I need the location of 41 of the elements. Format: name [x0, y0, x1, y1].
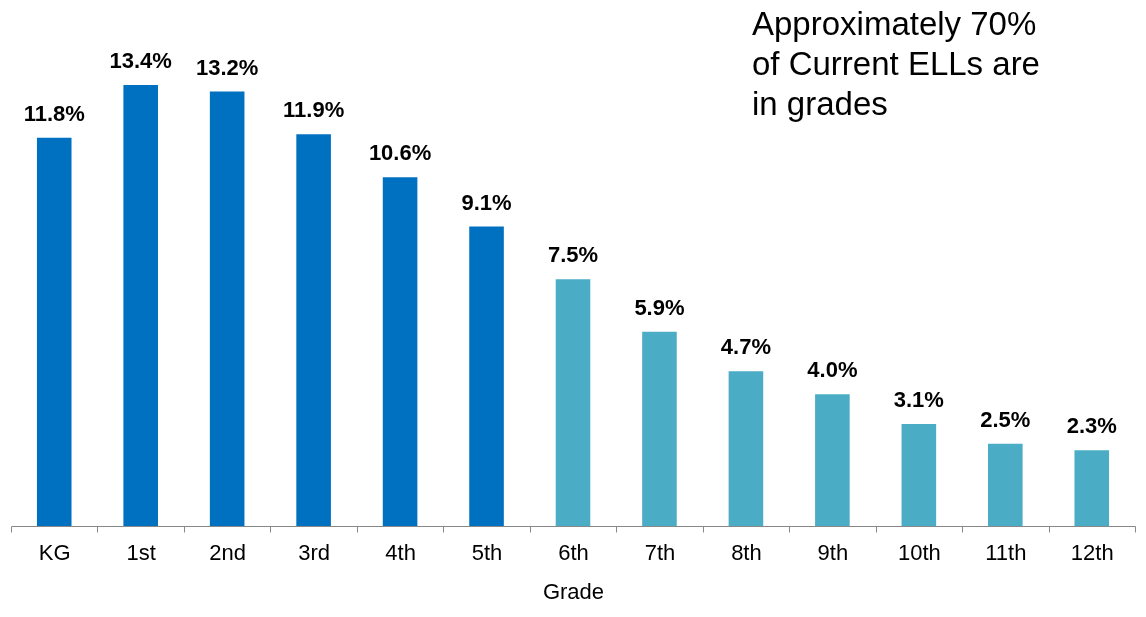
- bar: [123, 85, 158, 526]
- bar: [209, 91, 245, 526]
- data-label: 11.8%: [23, 100, 85, 126]
- x-tick-label: 4th: [385, 539, 416, 565]
- x-tick-label: 1st: [126, 539, 156, 565]
- bar: [642, 331, 677, 526]
- data-label: 9.1%: [461, 189, 512, 215]
- data-label: 5.9%: [634, 294, 685, 320]
- x-tick-label: 10th: [897, 539, 941, 565]
- x-tick-label: KG: [38, 539, 71, 565]
- data-label: 13.4%: [109, 48, 172, 73]
- bar: [728, 371, 764, 526]
- data-label: 7.5%: [547, 242, 599, 268]
- bar: [296, 134, 331, 526]
- data-label: 3.1%: [893, 386, 944, 412]
- data-label: 10.6%: [368, 140, 432, 166]
- data-label: 2.3%: [1066, 413, 1117, 439]
- data-label: 4.0%: [807, 357, 858, 383]
- x-tick-label: 6th: [558, 539, 589, 565]
- bar: [1074, 450, 1110, 526]
- x-tick-label: 12th: [1070, 539, 1114, 565]
- x-tick-label: 9th: [817, 539, 849, 565]
- x-axis-title: Grade: [542, 578, 605, 604]
- data-label: 13.2%: [195, 54, 259, 80]
- data-label: 4.7%: [720, 334, 771, 360]
- x-tick-label: 5th: [471, 539, 503, 565]
- annotation: Approximately 70% of Current ELLs are in grades: [752, 4, 1041, 124]
- bar: [555, 279, 591, 526]
- bar: [901, 423, 937, 526]
- bar: [469, 226, 504, 526]
- bar: [382, 177, 418, 526]
- data-label: 11.9%: [283, 97, 345, 123]
- x-tick-label: 7th: [644, 539, 676, 565]
- x-tick-label: 2nd: [209, 539, 247, 565]
- data-label: 2.5%: [980, 406, 1031, 432]
- x-tick-label: 11th: [985, 539, 1027, 565]
- x-tick-label: 8th: [731, 539, 762, 565]
- bar: [36, 137, 72, 526]
- bar: [988, 443, 1023, 526]
- bar: [815, 394, 850, 526]
- x-tick-label: 3rd: [298, 539, 331, 565]
